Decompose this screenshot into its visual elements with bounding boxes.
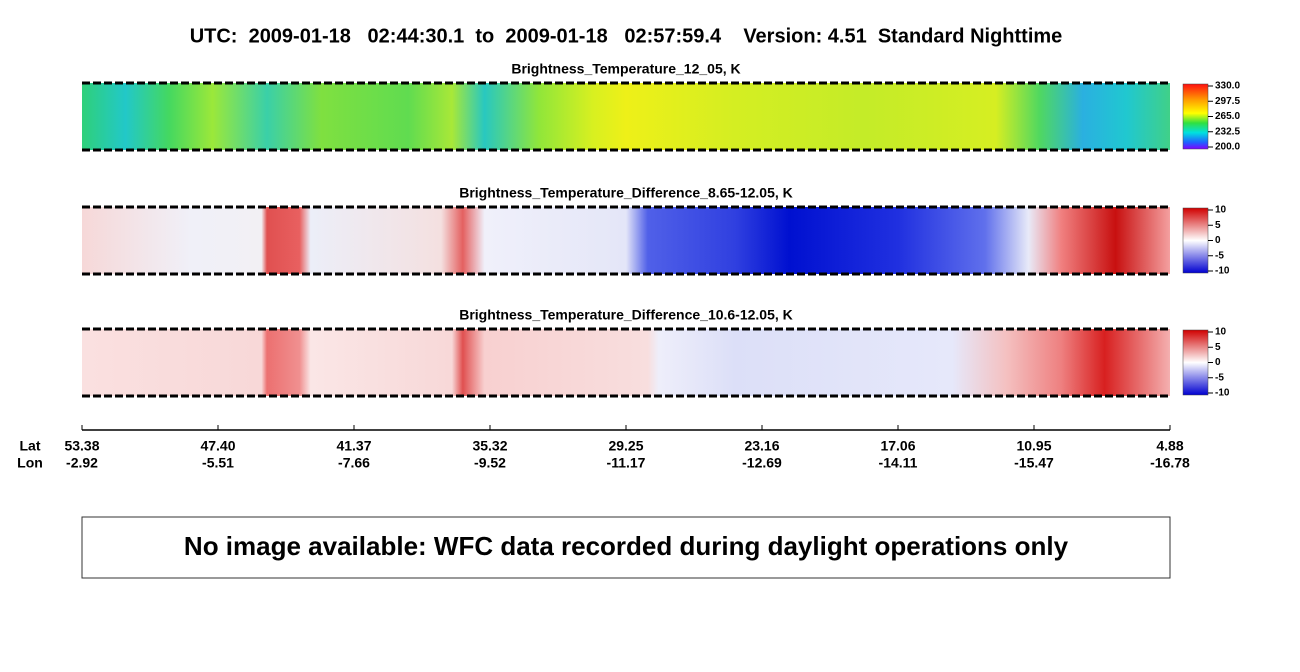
colorbar-label: 10 <box>1215 327 1227 338</box>
colorbar <box>1182 329 1209 396</box>
colorbar <box>1182 83 1209 150</box>
colorbar-label: -5 <box>1215 250 1224 261</box>
lat-tick-label: 17.06 <box>880 438 915 454</box>
lon-tick-label: -7.66 <box>338 455 370 471</box>
lat-tick-label: 53.38 <box>64 438 99 454</box>
colorbar-label: 297.5 <box>1215 96 1240 107</box>
lon-label: Lon <box>17 455 43 471</box>
colorbar-label: -5 <box>1215 372 1224 383</box>
lon-tick-label: -16.78 <box>1150 455 1190 471</box>
panel-title: Brightness_Temperature_Difference_8.65-1… <box>459 185 793 201</box>
lon-tick-label: -14.11 <box>879 455 918 471</box>
panel-image <box>82 329 1170 396</box>
colorbar-label: 5 <box>1215 342 1221 353</box>
lon-tick-label: -5.51 <box>202 455 234 471</box>
colorbar-label: 232.5 <box>1215 126 1240 137</box>
lat-tick-label: 47.40 <box>200 438 235 454</box>
lat-tick-label: 4.88 <box>1156 438 1183 454</box>
lon-tick-label: -12.69 <box>742 455 782 471</box>
lat-tick-label: 41.37 <box>336 438 371 454</box>
lat-tick-label: 35.32 <box>472 438 507 454</box>
colorbar-label: 200.0 <box>1215 142 1240 153</box>
page-title: UTC: 2009-01-18 02:44:30.1 to 2009-01-18… <box>190 25 1063 47</box>
lat-tick-label: 29.25 <box>608 438 643 454</box>
colorbar-label: 5 <box>1215 220 1221 231</box>
panel-image <box>82 83 1170 150</box>
lon-tick-label: -15.47 <box>1014 455 1054 471</box>
lon-tick-label: -9.52 <box>474 455 506 471</box>
colorbar-label: 10 <box>1215 205 1227 216</box>
lon-tick-label: -2.92 <box>66 455 98 471</box>
colorbar <box>1182 207 1209 274</box>
message-box <box>81 516 1171 579</box>
colorbar-label: -10 <box>1215 388 1230 399</box>
panel-image <box>82 207 1170 274</box>
colorbar-label: 330.0 <box>1215 81 1240 92</box>
colorbar-label: -10 <box>1215 266 1230 277</box>
colorbar-label: 0 <box>1215 357 1221 368</box>
lat-tick-label: 23.16 <box>744 438 779 454</box>
lon-tick-label: -11.17 <box>607 455 646 471</box>
lat-label: Lat <box>20 438 41 454</box>
panel-title: Brightness_Temperature_12_05, K <box>511 61 740 77</box>
lat-tick-label: 10.95 <box>1016 438 1051 454</box>
panel-title: Brightness_Temperature_Difference_10.6-1… <box>459 307 793 323</box>
message: No image available: WFC data recorded du… <box>184 531 1069 561</box>
colorbar-label: 265.0 <box>1215 111 1240 122</box>
colorbar-label: 0 <box>1215 235 1221 246</box>
